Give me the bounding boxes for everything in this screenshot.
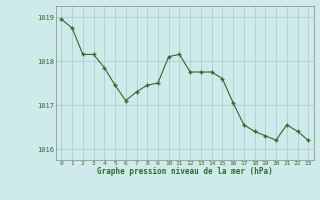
X-axis label: Graphe pression niveau de la mer (hPa): Graphe pression niveau de la mer (hPa) [97, 167, 273, 176]
